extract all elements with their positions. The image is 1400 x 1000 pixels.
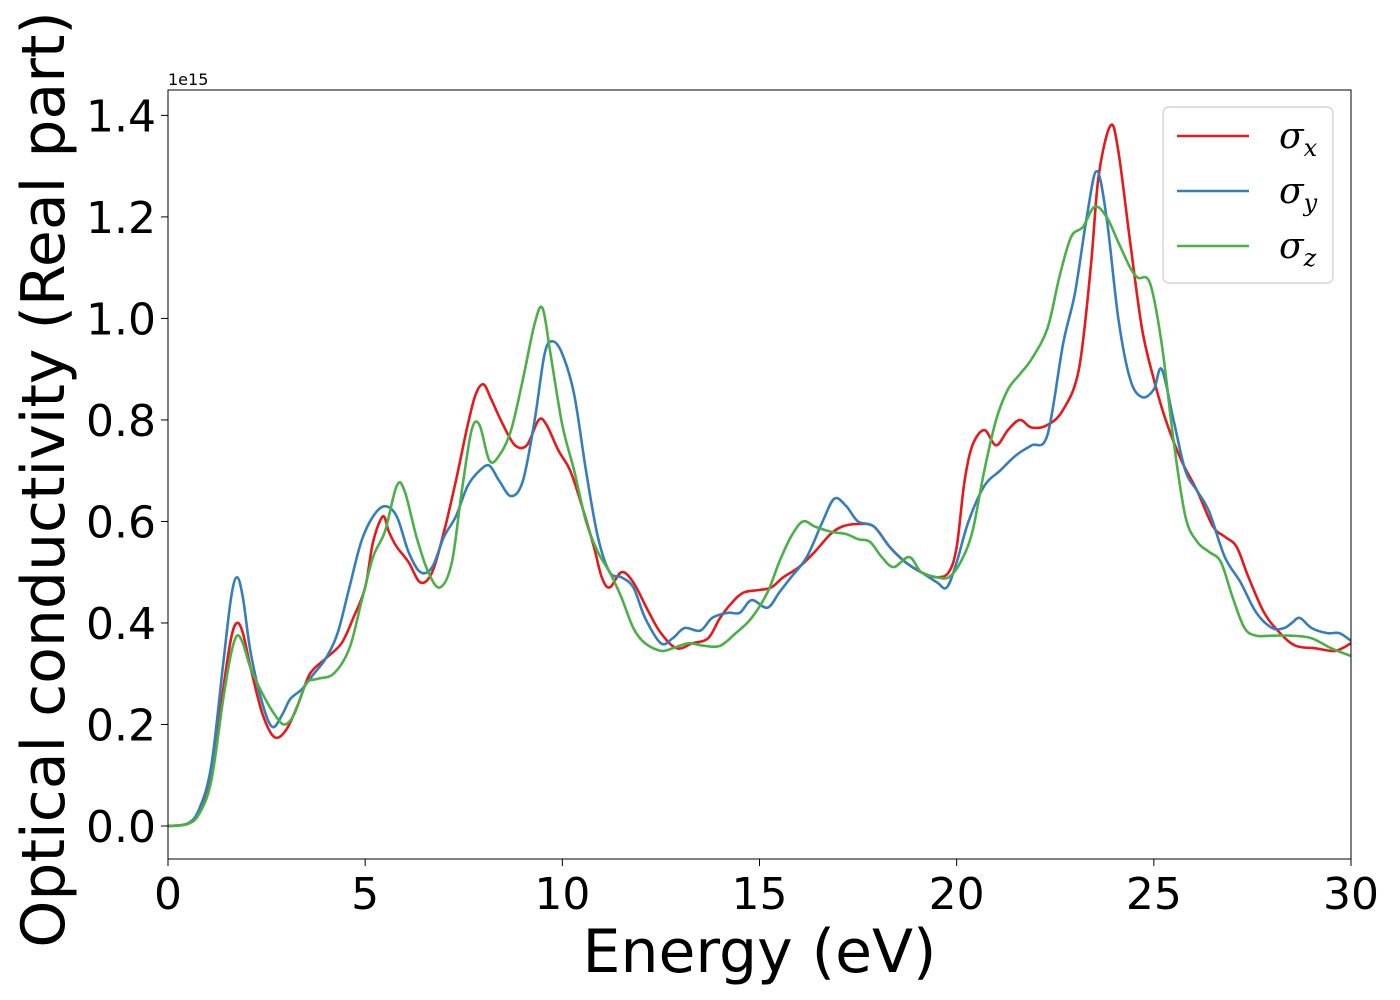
y-tick-label: 1.2: [86, 193, 156, 244]
y-tick-label: 0.8: [86, 396, 156, 447]
x-tick-label: 25: [1126, 869, 1182, 920]
x-tick-label: 30: [1323, 869, 1379, 920]
x-tick-label: 5: [351, 869, 379, 920]
y-axis-title: Optical conductivity (Real part): [9, 11, 79, 948]
y-axis: 0.0 0.2 0.4 0.6 0.8 1.0 1.2 1.4: [86, 91, 168, 853]
x-tick-label: 0: [154, 869, 182, 920]
legend-label-x: σx: [1279, 116, 1318, 162]
plot-lines: [168, 123, 1351, 828]
y-tick-label: 0.2: [86, 700, 156, 751]
series-line-y: [168, 169, 1351, 828]
x-tick-label: 15: [732, 869, 788, 920]
y-tick-label: 0.6: [86, 497, 156, 548]
y-offset-label: 1e15: [168, 70, 208, 89]
y-tick-label: 0.4: [86, 599, 156, 650]
x-axis-title: Energy (eV): [583, 917, 937, 987]
y-tick-label: 1.0: [86, 294, 156, 345]
x-axis: 0 5 10 15 20 25 30: [154, 859, 1379, 920]
y-tick-label: 0.0: [86, 802, 156, 853]
x-tick-label: 10: [534, 869, 590, 920]
y-tick-label: 1.4: [86, 91, 156, 142]
x-tick-label: 20: [929, 869, 985, 920]
legend-label-z: σz: [1279, 226, 1317, 272]
legend-label-y: σy: [1279, 171, 1318, 217]
series-line-z: [168, 205, 1351, 828]
series-line-x: [168, 123, 1351, 828]
legend: σx σy σz: [1162, 106, 1334, 284]
legend-box: [1162, 106, 1334, 284]
